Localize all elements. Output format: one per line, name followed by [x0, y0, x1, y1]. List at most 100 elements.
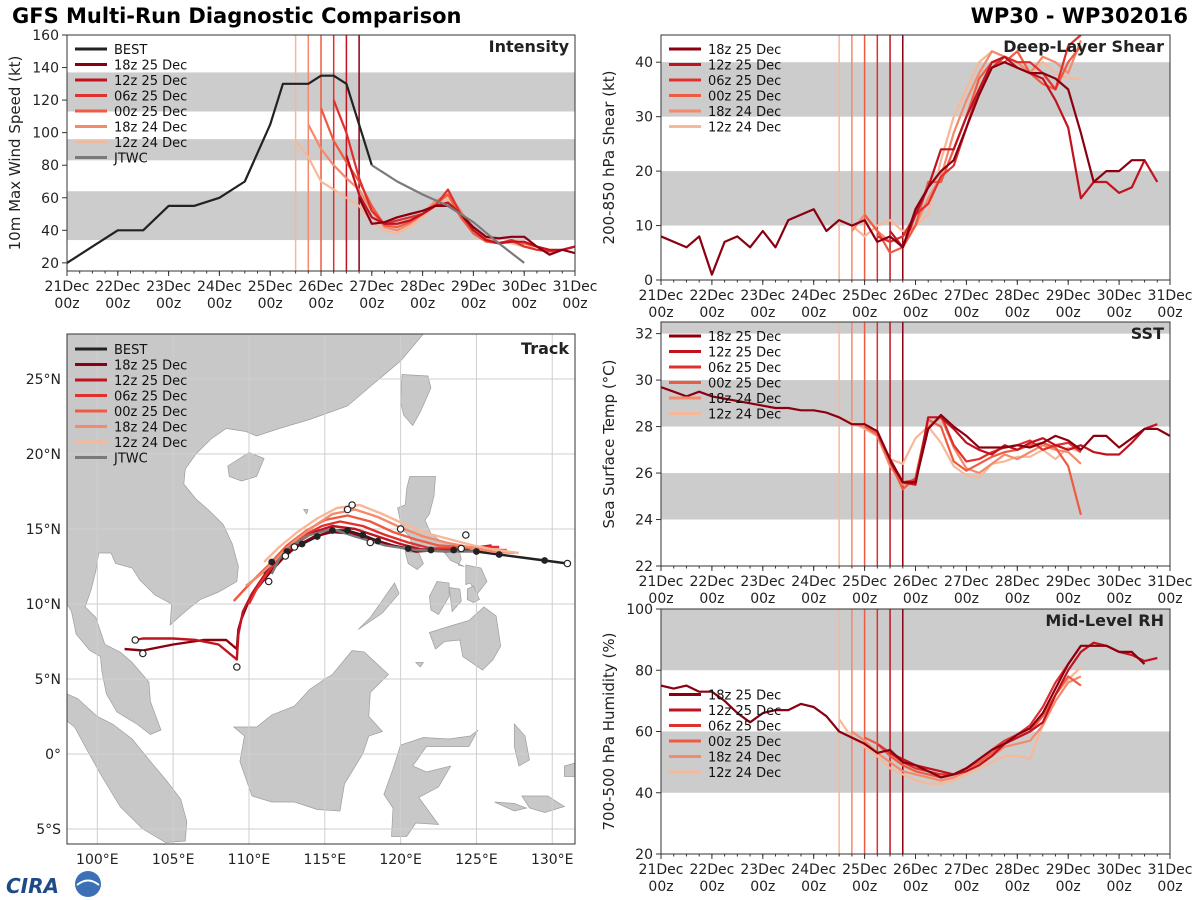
- sst-title: SST: [1131, 324, 1164, 343]
- rh-ytick-label: 80: [635, 663, 653, 679]
- shear-ytick-label: 20: [635, 164, 653, 180]
- intensity-xtick-day: 29Dec: [451, 279, 496, 295]
- sst-legend-label: 06z 25 Dec: [708, 361, 781, 376]
- intensity-legend-label: 18z 24 Dec: [114, 121, 187, 136]
- intensity-ylabel: 10m Max Wind Speed (kt): [6, 56, 24, 251]
- land-mass: [428, 606, 502, 671]
- land-mass: [429, 581, 450, 615]
- track-xtick-label: 120°E: [379, 852, 422, 868]
- track-open-point: [264, 577, 273, 586]
- land-mass: [454, 880, 510, 900]
- track-ytick-label: 15°N: [26, 522, 61, 538]
- rh-title: Mid-Level RH: [1045, 611, 1164, 630]
- rh-xtick-hour: 00z: [954, 879, 979, 895]
- cira-logo-globe-icon: [75, 871, 101, 897]
- land-mass: [521, 795, 566, 813]
- track-title: Track: [521, 339, 569, 358]
- rh-series-line: [838, 666, 1082, 785]
- land-mass: [564, 762, 575, 777]
- shear-xtick-day: 25Dec: [842, 288, 887, 304]
- land-mass: [414, 662, 425, 668]
- sst-ytick-label: 24: [635, 513, 653, 529]
- intensity-ytick-label: 20: [41, 256, 59, 272]
- track-legend-label: 12z 25 Dec: [114, 374, 187, 389]
- shear-xtick-day: 27Dec: [944, 288, 989, 304]
- intensity-xtick-day: 28Dec: [400, 279, 445, 295]
- track-best-point: [374, 537, 382, 545]
- intensity-series-line: [67, 74, 373, 264]
- shear-xtick-hour: 00z: [699, 305, 724, 321]
- rh-legend-label: 12z 24 Dec: [708, 766, 781, 781]
- rh-series-line: [661, 644, 1146, 779]
- rh-xtick-day: 27Dec: [944, 862, 989, 878]
- rh-xtick-hour: 00z: [852, 879, 877, 895]
- shear-legend-label: 12z 24 Dec: [708, 121, 781, 136]
- track-open-point: [139, 649, 147, 658]
- sst-xtick-hour: 00z: [903, 591, 928, 607]
- rh-xtick-hour: 00z: [648, 879, 673, 895]
- track-open-point: [131, 636, 140, 644]
- sst-xtick-hour: 00z: [852, 591, 877, 607]
- sst-xtick-day: 31Dec: [1148, 574, 1193, 590]
- sst-legend-label: 12z 25 Dec: [708, 346, 781, 361]
- cira-logo: CIRA: [6, 871, 101, 898]
- sst-xtick-day: 23Dec: [740, 574, 785, 590]
- shear-band: [661, 62, 1170, 117]
- sst-legend-label: 18z 25 Dec: [708, 330, 781, 345]
- track-ytick-label: 0°: [45, 747, 61, 763]
- sst-series-line: [851, 416, 1082, 486]
- rh-series-line: [864, 675, 1082, 779]
- sst-ytick-label: 26: [635, 466, 653, 482]
- shear-legend-label: 12z 25 Dec: [708, 59, 781, 74]
- shear-xtick-hour: 00z: [750, 305, 775, 321]
- shear-legend-label: 06z 25 Dec: [708, 74, 781, 89]
- shear-xtick-hour: 00z: [648, 305, 673, 321]
- shear-xtick-day: 21Dec: [639, 288, 684, 304]
- rh-xtick-day: 21Dec: [639, 862, 684, 878]
- rh-ylabel: 700-500 hPa Humidity (%): [600, 632, 618, 830]
- sst-xtick-hour: 00z: [801, 591, 826, 607]
- track-legend-label: 18z 24 Dec: [114, 421, 187, 436]
- rh-xtick-day: 23Dec: [740, 862, 785, 878]
- shear-xtick-hour: 00z: [954, 305, 979, 321]
- track-xtick-label: 115°E: [304, 852, 347, 868]
- track-best-point: [328, 527, 336, 534]
- track-xtick-label: 125°E: [455, 852, 498, 868]
- sst-xtick-hour: 00z: [1005, 591, 1030, 607]
- track-best-point: [344, 527, 351, 534]
- track-legend-label: 12z 24 Dec: [114, 436, 187, 451]
- sst-ylabel: Sea Surface Temp (°C): [600, 359, 618, 528]
- track-line: [263, 503, 520, 563]
- shear-series-line: [661, 61, 1145, 276]
- intensity-xtick-hour: 00z: [54, 296, 79, 312]
- rh-xtick-day: 30Dec: [1097, 862, 1142, 878]
- intensity-panel: 2040608010012014016021Dec00z22Dec00z23De…: [6, 28, 597, 312]
- intensity-series-line: [371, 164, 525, 264]
- track-ytick-label: 10°N: [26, 597, 61, 613]
- shear-plot-area: [661, 35, 1170, 280]
- rh-ytick-label: 100: [626, 602, 653, 618]
- track-best-point: [473, 548, 480, 555]
- intensity-legend-label: BEST: [114, 43, 147, 58]
- rh-xtick-hour: 00z: [903, 879, 928, 895]
- track-open-point: [462, 531, 470, 539]
- intensity-xtick-hour: 00z: [512, 296, 537, 312]
- land-mass: [448, 587, 462, 613]
- track-best-point: [313, 533, 321, 540]
- track-xtick-label: 130°E: [531, 852, 574, 868]
- shear-xtick-hour: 00z: [1107, 305, 1132, 321]
- track-legend-label: JTWC: [113, 452, 148, 467]
- rh-xtick-hour: 00z: [1157, 879, 1182, 895]
- intensity-xtick-hour: 00z: [156, 296, 181, 312]
- sst-xtick-day: 26Dec: [893, 574, 938, 590]
- track-open-point: [396, 525, 405, 533]
- rh-xtick-day: 24Dec: [791, 862, 836, 878]
- shear-xtick-hour: 00z: [903, 305, 928, 321]
- rh-xtick-hour: 00z: [1005, 879, 1030, 895]
- land-mass: [385, 894, 435, 900]
- track-best-point: [359, 531, 367, 539]
- track-xtick-label: 110°E: [228, 852, 271, 868]
- sst-xtick-day: 27Dec: [944, 574, 989, 590]
- shear-legend-label: 18z 24 Dec: [708, 105, 781, 120]
- page-title: GFS Multi-Run Diagnostic Comparison: [12, 4, 462, 28]
